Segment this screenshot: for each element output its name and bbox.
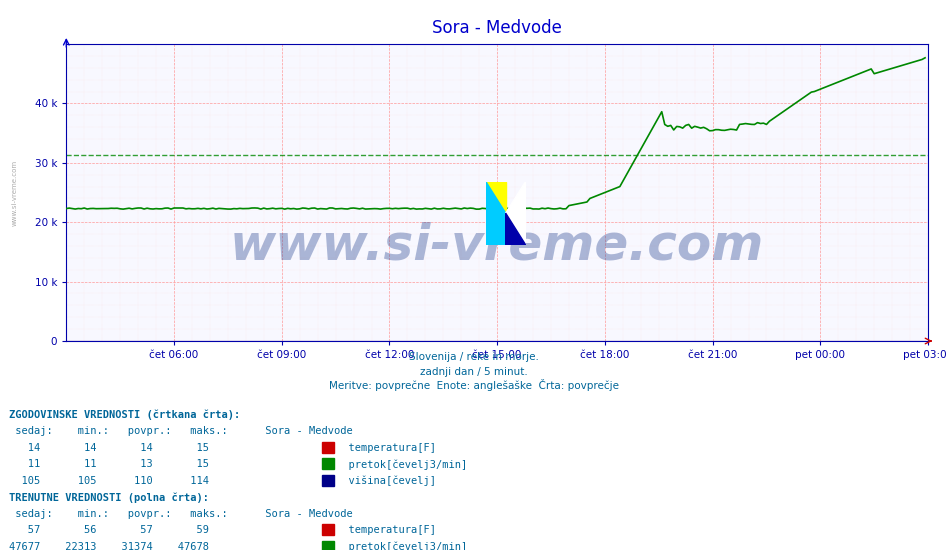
- Text: TRENUTNE VREDNOSTI (polna črta):: TRENUTNE VREDNOSTI (polna črta):: [9, 492, 209, 503]
- FancyBboxPatch shape: [322, 475, 334, 486]
- Text: www.si-vreme.com: www.si-vreme.com: [230, 222, 764, 270]
- FancyBboxPatch shape: [322, 458, 334, 469]
- Text: Meritve: povprečne  Enote: anglešaške  Črta: povprečje: Meritve: povprečne Enote: anglešaške Črt…: [329, 379, 618, 391]
- Text: 14       14       14       15: 14 14 14 15: [9, 443, 209, 453]
- Text: 47677    22313    31374    47678: 47677 22313 31374 47678: [9, 542, 209, 550]
- Text: 105      105      110      114: 105 105 110 114: [9, 476, 209, 486]
- FancyBboxPatch shape: [322, 541, 334, 550]
- Text: ZGODOVINSKE VREDNOSTI (črtkana črta):: ZGODOVINSKE VREDNOSTI (črtkana črta):: [9, 410, 241, 420]
- Text: višina[čevelj]: višina[čevelj]: [336, 476, 437, 486]
- Text: pretok[čevelj3/min]: pretok[čevelj3/min]: [336, 459, 468, 470]
- Text: zadnji dan / 5 minut.: zadnji dan / 5 minut.: [420, 366, 527, 377]
- Text: temperatura[F]: temperatura[F]: [336, 525, 437, 535]
- Text: www.si-vreme.com: www.si-vreme.com: [11, 160, 17, 226]
- Text: 57       56       57       59: 57 56 57 59: [9, 525, 209, 535]
- Text: sedaj:    min.:   povpr.:   maks.:      Sora - Medvode: sedaj: min.: povpr.: maks.: Sora - Medvo…: [9, 509, 353, 519]
- Text: pretok[čevelj3/min]: pretok[čevelj3/min]: [336, 542, 468, 550]
- FancyBboxPatch shape: [322, 442, 334, 453]
- Bar: [486, 182, 506, 213]
- Text: 11       11       13       15: 11 11 13 15: [9, 459, 209, 469]
- Polygon shape: [506, 182, 526, 245]
- Text: temperatura[F]: temperatura[F]: [336, 443, 437, 453]
- Polygon shape: [486, 182, 526, 245]
- Text: sedaj:    min.:   povpr.:   maks.:      Sora - Medvode: sedaj: min.: povpr.: maks.: Sora - Medvo…: [9, 426, 353, 436]
- Title: Sora - Medvode: Sora - Medvode: [432, 19, 563, 37]
- FancyBboxPatch shape: [322, 524, 334, 535]
- Text: Slovenija / reke in morje.: Slovenija / reke in morje.: [408, 352, 539, 362]
- Polygon shape: [506, 213, 526, 245]
